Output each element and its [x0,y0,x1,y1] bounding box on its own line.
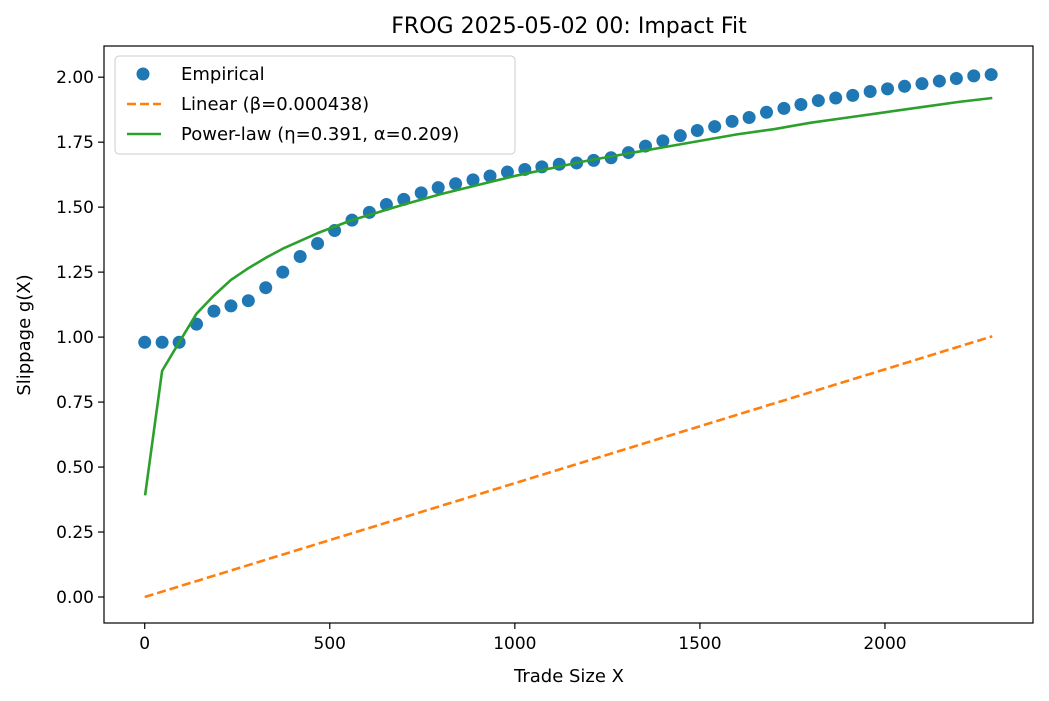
legend: Empirical Linear (β=0.000438) Power-law (η… [114,55,516,155]
empirical-point [794,97,808,111]
y-tick-label: 1.00 [56,328,94,348]
empirical-point [915,77,929,91]
y-axis-label: Slippage g(X) [14,274,35,395]
empirical-point [449,177,463,191]
y-tick-label: 0.75 [56,393,94,413]
legend-box [114,55,516,155]
empirical-point [967,69,981,83]
chart-title: FROG 2025-05-02 00: Impact Fit [391,14,747,39]
x-tick-label: 1500 [678,634,721,654]
empirical-point [224,299,238,313]
empirical-point [984,68,998,82]
y-tick-label: 0.00 [56,588,94,608]
x-axis-label: Trade Size X [513,666,624,687]
empirical-point [656,134,670,148]
empirical-point [949,71,963,85]
empirical-point [500,165,514,179]
plot-area [138,68,998,599]
legend-linear-label: Linear (β=0.000438) [181,94,369,115]
legend-empirical-label: Empirical [181,64,265,85]
power-law-fit-line [143,96,993,496]
empirical-point [155,335,169,349]
empirical-point [725,114,739,128]
empirical-point [241,294,255,308]
empirical-point [742,110,756,124]
empirical-point [760,105,774,119]
empirical-point [811,94,825,108]
linear-fit-line [144,335,993,599]
x-tick-label: 0 [139,634,150,654]
empirical-point [293,250,307,264]
empirical-point [673,129,687,143]
empirical-point [898,79,912,93]
y-tick-label: 1.50 [56,198,94,218]
y-tick-label: 1.25 [56,263,94,283]
empirical-point [932,74,946,88]
x-axis: 0 500 1000 1500 2000 [139,623,907,654]
empirical-point [881,82,895,96]
y-tick-label: 0.50 [56,458,94,478]
empirical-point [777,101,791,115]
empirical-point [829,91,843,105]
y-tick-label: 1.75 [56,133,94,153]
y-tick-label: 2.00 [56,68,94,88]
empirical-point [414,186,428,200]
empirical-point [431,181,445,195]
legend-empirical-marker [136,67,150,81]
x-tick-label: 500 [314,634,346,654]
empirical-point [483,169,497,183]
empirical-point [846,88,860,102]
empirical-point [863,84,877,98]
legend-power-law-label: Power-law (η=0.391, α=0.209) [181,124,459,145]
y-tick-label: 0.25 [56,523,94,543]
empirical-point [311,237,325,251]
empirical-point [259,281,273,295]
axes-frame [103,45,1034,624]
empirical-point [708,120,722,134]
x-tick-label: 1000 [493,634,536,654]
y-axis: 0.00 0.25 0.50 0.75 1.00 1.25 1.50 1.75 2.00 [56,68,104,608]
empirical-point [138,335,152,349]
empirical-point [690,123,704,137]
series-layer [138,68,998,599]
x-tick-label: 2000 [863,634,906,654]
empirical-point [207,304,221,318]
empirical-point [276,265,290,279]
empirical-point [466,173,480,187]
